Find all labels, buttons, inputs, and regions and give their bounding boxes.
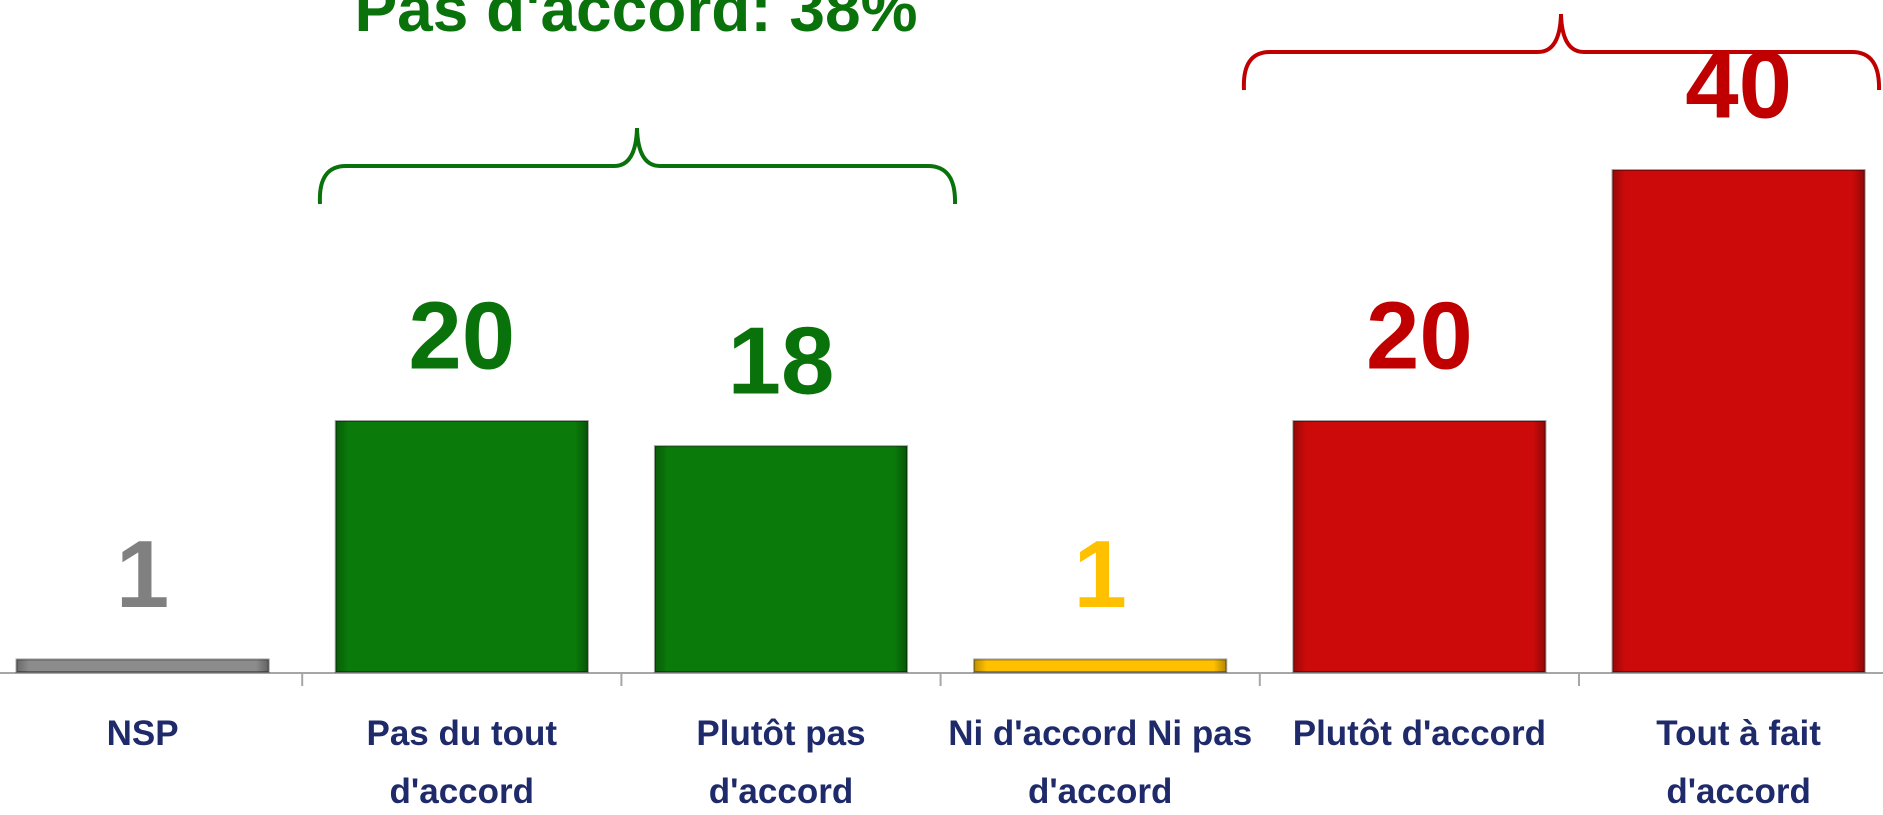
value-label: 20 [408, 282, 515, 389]
x-tick-label: Ni d'accord Ni pas d'accord [948, 714, 1253, 811]
x-tick-label: Plutôt d'accord [1292, 714, 1547, 753]
x-tick-label: NSP [106, 714, 179, 753]
bar-shade [654, 446, 908, 672]
x-tick-label: Tout à fait d'accord [1656, 714, 1821, 811]
bar-shade [974, 659, 1227, 672]
x-tick-label: Plutôt pas d'accord [696, 714, 866, 811]
green-bracket [317, 127, 958, 205]
chart-title: Pas d'accord: 38% [354, 0, 917, 45]
red-bracket [1241, 13, 1882, 91]
value-label: 1 [1074, 521, 1127, 628]
value-label: 40 [1685, 31, 1792, 138]
bar-shade [1612, 170, 1865, 672]
value-label: 20 [1366, 282, 1473, 389]
value-label: 1 [116, 521, 169, 628]
value-label: 18 [728, 307, 835, 414]
bar-shade [1293, 421, 1546, 672]
bar-shade [16, 659, 269, 672]
bar-shade [335, 421, 588, 672]
x-tick-label: Pas du tout d'accord [366, 714, 558, 811]
